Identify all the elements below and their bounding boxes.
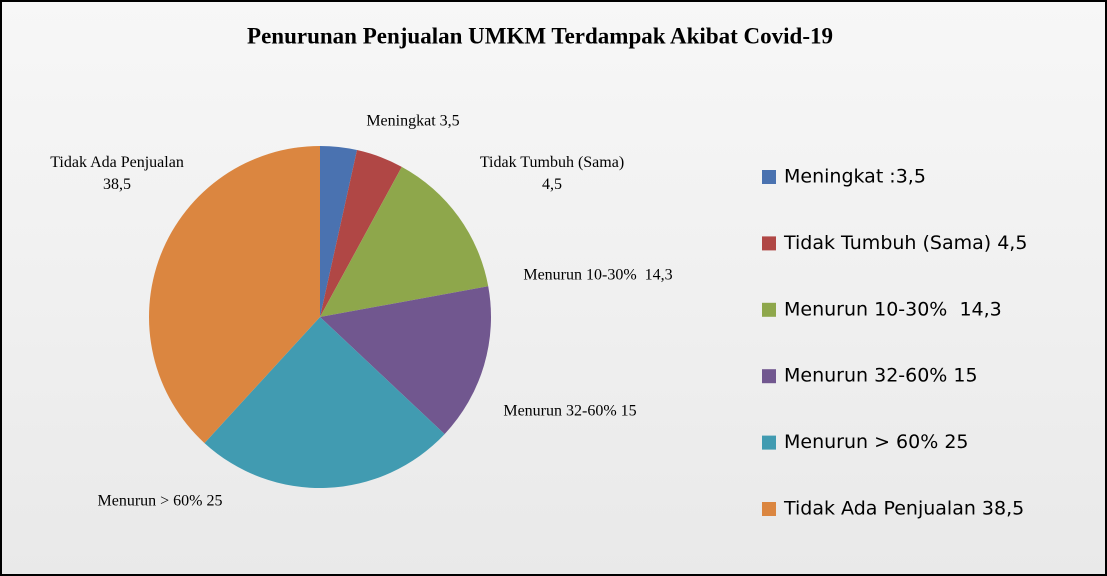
pie-slice [204,317,445,488]
legend-swatch [762,170,776,184]
legend-swatch [762,302,776,317]
legend-label: Meningkat :3,5 [784,166,926,188]
data-label: Tidak Tumbuh (Sama) 4,5 [480,154,624,193]
data-label: Menurun 32-60% 15 [503,403,636,420]
data-label: Meningkat 3,5 [366,113,459,130]
chart-title: Penurunan Penjualan UMKM Terdampak Akiba… [247,23,833,48]
legend-label: Tidak Tumbuh (Sama) 4,5 [783,232,1027,254]
legend-label: Menurun > 60% 25 [784,431,969,453]
legend-swatch [762,236,776,251]
data-label: Tidak Ada Penjualan 38,5 [50,154,184,193]
pie-slice [320,166,489,317]
legend-label: Menurun 10-30% 14,3 [784,298,1002,320]
legend-swatch [762,369,776,384]
legend-label: Tidak Ada Penjualan 38,5 [783,498,1024,520]
pie-slice [320,146,358,317]
data-label: Menurun > 60% 25 [97,493,222,510]
data-label: Menurun 10-30% 14,3 [523,267,672,284]
pie-slice [320,150,402,317]
legend-swatch [762,435,776,450]
legend-swatch [762,502,776,516]
pie-slice [149,146,320,444]
legend-label: Menurun 32-60% 15 [784,365,978,387]
pie-slice [320,286,491,435]
